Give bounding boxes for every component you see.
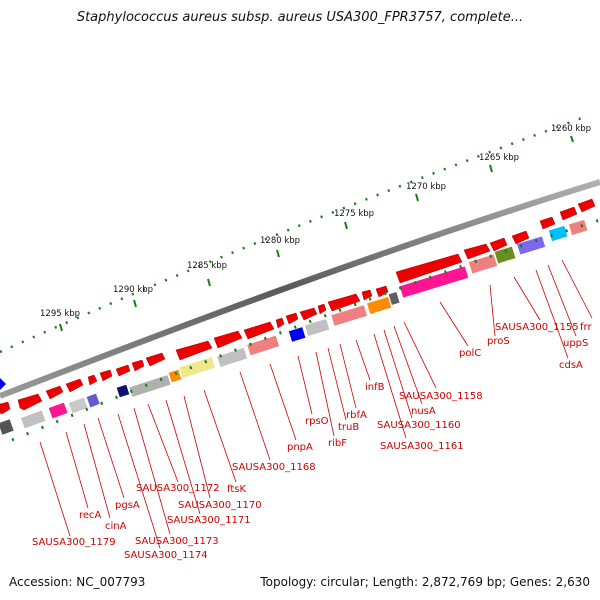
gene-labels: frr uppS cdsA SAUSA300_1155 proS polC SA… (32, 322, 592, 561)
reverse-arrow-marker (0, 378, 6, 390)
gene-label-SAUSA300_1172: SAUSA300_1172 (136, 483, 220, 494)
gene-label-pnpA: pnpA (287, 442, 313, 453)
gene-label-rpsO: rpsO (305, 416, 329, 427)
gene-label-cdsA: cdsA (559, 360, 583, 371)
gene-label-cinA: cinA (105, 521, 127, 532)
gene-label-SAUSA300_1179: SAUSA300_1179 (32, 537, 116, 548)
gene-label-SAUSA300_1168: SAUSA300_1168 (232, 462, 316, 473)
gene-label-SAUSA300_1171: SAUSA300_1171 (167, 515, 251, 526)
gene-label-recA: recA (79, 510, 102, 521)
tick-label-1265: 1265 kbp (479, 153, 519, 163)
gene-label-ribF: ribF (328, 438, 347, 449)
gene-label-proS: proS (487, 336, 510, 347)
gene-label-uppS: uppS (563, 338, 588, 349)
gene-label-SAUSA300_1158: SAUSA300_1158 (399, 391, 483, 402)
gene-label-SAUSA300_1173: SAUSA300_1173 (135, 536, 219, 547)
tick-label-1295: 1295 kbp (40, 309, 80, 319)
gene-label-polC: polC (459, 348, 481, 359)
genome-summary: Topology: circular; Length: 2,872,769 bp… (260, 575, 590, 589)
reverse-strand-genes (0, 219, 588, 435)
gene-label-ftsK: ftsK (227, 484, 246, 495)
gene-label-SAUSA300_1155: SAUSA300_1155 (495, 322, 579, 333)
forward-strand-genes (0, 198, 596, 415)
gene-label-SAUSA300_1160: SAUSA300_1160 (377, 420, 461, 431)
tick-label-1280: 1280 kbp (260, 236, 300, 246)
gene-label-SAUSA300_1174: SAUSA300_1174 (124, 550, 208, 561)
gene-label-SAUSA300_1170: SAUSA300_1170 (178, 500, 262, 511)
gene-label-truB: truB (338, 422, 359, 433)
tick-label-1285: 1285 kbp (187, 261, 227, 271)
tick-label-1290: 1290 kbp (113, 285, 153, 295)
tick-label-1270: 1270 kbp (406, 182, 446, 192)
gene-label-pgsA: pgsA (115, 500, 140, 511)
tick-marks (59, 135, 574, 332)
tick-label-1260: 1260 kbp (551, 124, 591, 134)
tick-label-1275: 1275 kbp (334, 209, 374, 219)
gene-label-rbfA: rbfA (346, 410, 367, 421)
gene-label-nusA: nusA (411, 406, 436, 417)
gene-label-frr: frr (580, 322, 592, 333)
accession-label: Accession: NC_007793 (9, 575, 146, 589)
label-leader-lines (39, 259, 593, 549)
map-title: Staphylococcus aureus subsp. aureus USA3… (76, 10, 524, 25)
genome-backbone (0, 179, 600, 399)
gene-label-infB: infB (365, 382, 385, 393)
gene-label-SAUSA300_1161: SAUSA300_1161 (380, 441, 464, 452)
